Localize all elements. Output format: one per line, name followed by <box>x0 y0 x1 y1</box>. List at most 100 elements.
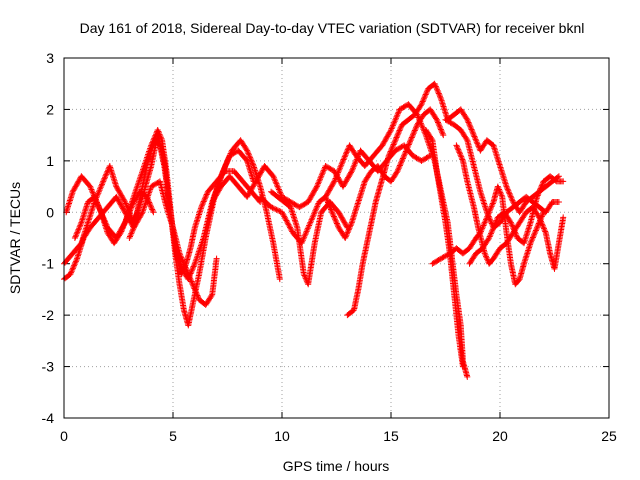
data-point-marker <box>388 145 395 152</box>
data-point-marker <box>304 225 311 232</box>
data-point-marker <box>481 221 488 227</box>
data-point-marker <box>493 218 499 225</box>
data-point-marker <box>147 202 154 209</box>
data-point-marker <box>248 157 255 164</box>
data-point-marker <box>339 159 346 166</box>
data-point-marker <box>245 150 252 157</box>
series-trace-9 <box>442 116 562 231</box>
data-point-marker <box>484 212 491 219</box>
data-point-marker <box>398 159 405 166</box>
data-point-marker <box>455 148 462 154</box>
data-point-marker <box>280 212 287 218</box>
data-point-marker <box>417 102 424 109</box>
data-point-marker <box>72 258 79 265</box>
data-point-marker <box>71 261 78 268</box>
data-point-marker <box>114 196 121 203</box>
y-tick-label: -1 <box>42 256 55 272</box>
data-point-marker <box>475 142 481 148</box>
data-point-marker <box>413 124 419 131</box>
data-point-marker <box>208 292 215 299</box>
y-tick-label: 3 <box>46 50 54 66</box>
data-point-marker <box>122 218 129 225</box>
data-point-marker <box>411 127 418 134</box>
data-point-marker <box>95 202 102 209</box>
data-point-marker <box>508 196 515 203</box>
data-point-marker <box>114 186 121 193</box>
data-point-marker <box>100 177 107 183</box>
data-point-marker <box>120 224 127 231</box>
data-point-marker <box>560 178 567 185</box>
data-point-marker <box>148 203 154 210</box>
data-point-marker <box>340 218 347 225</box>
y-axis-label: SDTVAR / TECUs <box>7 182 23 294</box>
data-point-marker <box>431 80 438 87</box>
data-point-marker <box>463 136 470 142</box>
data-point-marker <box>201 197 208 204</box>
data-point-marker <box>127 207 134 214</box>
data-point-marker <box>508 194 515 201</box>
data-point-marker <box>535 189 542 196</box>
x-tick-label: 25 <box>601 428 617 444</box>
data-point-marker <box>127 206 134 212</box>
data-point-marker <box>465 119 472 126</box>
data-point-marker <box>536 214 543 221</box>
data-point-marker <box>200 199 207 206</box>
data-point-marker <box>269 204 276 211</box>
x-tick-label: 15 <box>383 428 399 444</box>
data-point-marker <box>533 226 540 233</box>
data-point-marker <box>73 230 80 237</box>
data-point-marker <box>123 217 129 224</box>
data-point-marker <box>330 212 337 219</box>
data-point-marker <box>327 184 334 191</box>
data-point-marker <box>345 226 352 233</box>
data-point-marker <box>120 206 127 213</box>
data-point-marker <box>313 184 320 191</box>
data-point-marker <box>485 236 492 243</box>
data-point-marker <box>192 286 198 293</box>
data-point-marker <box>342 235 349 241</box>
data-point-marker <box>120 196 127 203</box>
data-point-marker <box>272 179 279 186</box>
data-point-marker <box>274 207 281 214</box>
data-point-marker <box>327 205 334 212</box>
data-point-marker <box>335 209 342 216</box>
data-point-marker <box>555 173 562 180</box>
data-point-marker <box>504 186 511 193</box>
data-point-marker <box>396 162 403 169</box>
data-point-marker <box>96 205 103 212</box>
data-point-marker <box>276 276 283 283</box>
data-point-marker <box>203 191 210 198</box>
data-point-marker <box>532 228 539 235</box>
data-point-marker <box>337 213 344 220</box>
data-point-marker <box>187 275 194 282</box>
data-point-marker <box>340 157 346 164</box>
data-point-marker <box>190 264 196 271</box>
data-point-marker <box>433 115 439 122</box>
data-point-marker <box>149 207 156 214</box>
data-point-marker <box>73 182 80 189</box>
data-point-marker <box>333 174 340 180</box>
data-point-marker <box>409 133 416 140</box>
data-point-marker <box>505 189 512 196</box>
data-point-marker <box>117 200 123 207</box>
data-point-marker <box>394 110 401 117</box>
data-point-marker <box>71 235 78 241</box>
data-point-marker <box>348 169 354 176</box>
data-point-marker <box>341 181 348 187</box>
data-point-marker <box>326 203 333 210</box>
data-point-marker <box>328 207 335 214</box>
data-point-marker <box>420 95 427 102</box>
data-point-marker <box>283 217 290 224</box>
data-point-marker <box>350 163 357 170</box>
data-point-marker <box>276 188 283 194</box>
data-point-marker <box>146 200 153 207</box>
data-point-marker <box>474 140 481 147</box>
data-point-marker <box>333 220 340 227</box>
data-point-marker <box>329 210 336 217</box>
data-point-marker <box>308 192 315 199</box>
data-point-marker <box>127 233 133 240</box>
data-point-marker <box>72 233 79 240</box>
data-point-marker <box>310 212 317 219</box>
data-point-marker <box>119 195 126 202</box>
data-point-marker <box>428 136 435 142</box>
